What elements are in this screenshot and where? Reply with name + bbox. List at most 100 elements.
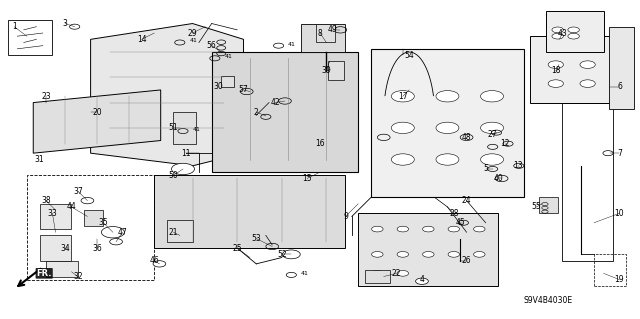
Bar (301, 24, 346, 52)
Text: 37: 37 (73, 187, 83, 196)
Circle shape (580, 61, 595, 69)
Bar (46, 261, 78, 277)
Circle shape (436, 91, 459, 102)
Text: 43: 43 (557, 28, 567, 38)
Bar (173, 112, 196, 144)
Circle shape (153, 261, 166, 267)
Text: 2: 2 (254, 108, 259, 116)
Text: 9: 9 (343, 212, 348, 221)
Circle shape (436, 122, 459, 134)
Circle shape (422, 251, 434, 257)
Circle shape (481, 91, 504, 102)
Bar (84, 210, 103, 226)
Polygon shape (33, 90, 161, 153)
Text: 18: 18 (551, 66, 561, 76)
Circle shape (448, 226, 460, 232)
Text: 12: 12 (500, 139, 509, 148)
Text: 41: 41 (288, 41, 296, 47)
Circle shape (397, 251, 408, 257)
Text: 54: 54 (404, 51, 414, 60)
Circle shape (436, 154, 459, 165)
Text: 55: 55 (532, 203, 541, 211)
Bar (594, 254, 626, 286)
Text: 25: 25 (232, 243, 242, 253)
Bar (365, 270, 390, 283)
Circle shape (101, 226, 124, 238)
Text: S9V4B4030E: S9V4B4030E (524, 296, 573, 305)
Circle shape (474, 251, 485, 257)
Text: 30: 30 (213, 82, 223, 91)
Text: 7: 7 (617, 149, 622, 158)
Bar (40, 204, 72, 229)
Text: 3: 3 (63, 19, 68, 28)
Bar (531, 36, 613, 103)
Circle shape (580, 80, 595, 87)
Text: 35: 35 (99, 218, 108, 227)
Text: 41: 41 (225, 54, 232, 59)
Bar (539, 197, 557, 213)
Text: 49: 49 (328, 25, 338, 34)
Circle shape (392, 122, 414, 134)
Text: 41: 41 (193, 127, 200, 132)
Circle shape (548, 61, 563, 69)
Bar (221, 76, 234, 87)
Text: 4: 4 (419, 275, 424, 284)
Bar (40, 235, 72, 261)
Text: 42: 42 (271, 98, 280, 107)
Text: 20: 20 (92, 108, 102, 116)
Text: 10: 10 (614, 209, 624, 218)
Text: 45: 45 (455, 218, 465, 227)
Circle shape (422, 226, 434, 232)
Bar (316, 24, 335, 42)
Text: 51: 51 (168, 123, 179, 132)
Bar (328, 62, 344, 80)
Text: 26: 26 (461, 256, 472, 265)
Bar (8, 20, 52, 55)
Text: 11: 11 (181, 149, 191, 158)
Polygon shape (371, 49, 524, 197)
Text: 27: 27 (487, 130, 497, 139)
Bar (562, 103, 613, 261)
Text: 41: 41 (189, 38, 197, 43)
Text: 44: 44 (67, 203, 76, 211)
Circle shape (481, 122, 504, 134)
Circle shape (392, 91, 414, 102)
Circle shape (397, 271, 408, 276)
Text: 41: 41 (301, 271, 308, 276)
Bar (609, 27, 634, 109)
Circle shape (372, 251, 383, 257)
Bar (546, 11, 604, 52)
Circle shape (481, 154, 504, 165)
Bar (167, 219, 193, 242)
Text: 22: 22 (392, 269, 401, 278)
Text: 5: 5 (483, 165, 488, 174)
Circle shape (448, 251, 460, 257)
Text: 6: 6 (617, 82, 622, 91)
Circle shape (552, 33, 563, 39)
Text: 40: 40 (493, 174, 503, 183)
Circle shape (568, 27, 579, 33)
Circle shape (474, 226, 485, 232)
Text: 17: 17 (398, 92, 408, 101)
Polygon shape (91, 24, 244, 166)
Circle shape (372, 226, 383, 232)
Bar (27, 175, 154, 280)
Text: 33: 33 (47, 209, 57, 218)
Circle shape (568, 33, 579, 39)
Text: 32: 32 (73, 272, 83, 281)
Text: 39: 39 (321, 66, 332, 76)
Text: 29: 29 (188, 28, 197, 38)
Circle shape (552, 27, 563, 33)
Polygon shape (154, 175, 346, 248)
Text: 16: 16 (315, 139, 325, 148)
Text: 46: 46 (150, 256, 159, 265)
Text: 28: 28 (449, 209, 459, 218)
Text: 34: 34 (60, 243, 70, 253)
Text: 52: 52 (277, 250, 287, 259)
Text: 47: 47 (118, 228, 127, 237)
Text: 24: 24 (461, 196, 472, 205)
Circle shape (372, 271, 383, 276)
Text: 38: 38 (41, 196, 51, 205)
Text: 31: 31 (35, 155, 44, 164)
Polygon shape (358, 213, 499, 286)
